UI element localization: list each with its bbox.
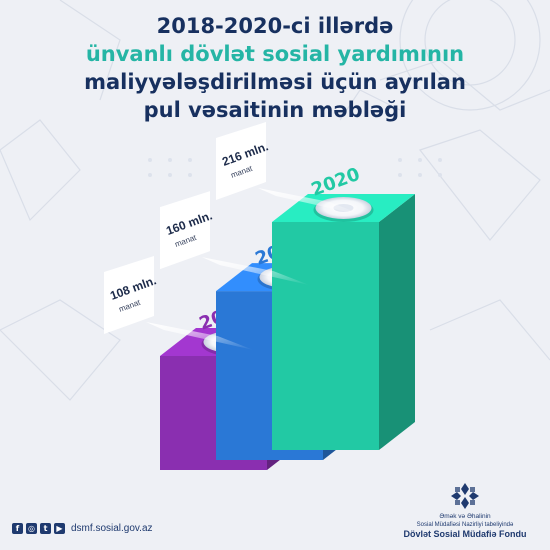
page-title: 2018-2020-ci illərdə ünvanlı dövlət sosi… xyxy=(0,12,550,124)
title-line-3: maliyyələşdirilməsi üçün ayrılan xyxy=(84,70,466,94)
value-callout-2020: 216 mln.manat xyxy=(216,122,366,216)
organization-block: Əmək və Əhalinin Sosial Müdafiəsi Nazirl… xyxy=(390,481,540,540)
facebook-icon[interactable]: f xyxy=(12,523,23,534)
youtube-icon[interactable]: ▶ xyxy=(54,523,65,534)
social-bar: f ◎ t ▶ dsmf.sosial.gov.az xyxy=(12,523,153,534)
bar-2020: 2020 xyxy=(272,164,415,450)
value-callout-2019: 160 mln.manat xyxy=(160,191,310,286)
twitter-icon[interactable]: t xyxy=(40,523,51,534)
value-callout-2018: 108 mln.manat xyxy=(104,256,254,350)
org-line-3: Dövlət Sosial Müdafiə Fondu xyxy=(403,529,527,539)
light-ray-2020 xyxy=(258,188,366,216)
light-ray-2019 xyxy=(202,257,310,286)
title-line-1: 2018-2020-ci illərdə xyxy=(156,14,394,38)
callout-card-2019 xyxy=(160,191,210,270)
callout-card-2018 xyxy=(104,256,154,334)
organization-logo xyxy=(451,483,479,509)
callout-card-2020 xyxy=(216,122,266,200)
bar-front-2020 xyxy=(272,222,379,450)
bar-side-2020 xyxy=(379,194,415,450)
website-link[interactable]: dsmf.sosial.gov.az xyxy=(71,523,153,534)
title-line-4: pul vəsaitinin məbləği xyxy=(143,98,407,122)
title-line-2: ünvanlı dövlət sosial yardımının xyxy=(85,42,465,66)
light-ray-2018 xyxy=(146,322,254,350)
instagram-icon[interactable]: ◎ xyxy=(26,523,37,534)
org-line-1: Əmək və Əhalinin xyxy=(439,513,491,520)
org-line-2: Sosial Müdafiəsi Nazirliyi tabeliyində xyxy=(416,522,514,528)
